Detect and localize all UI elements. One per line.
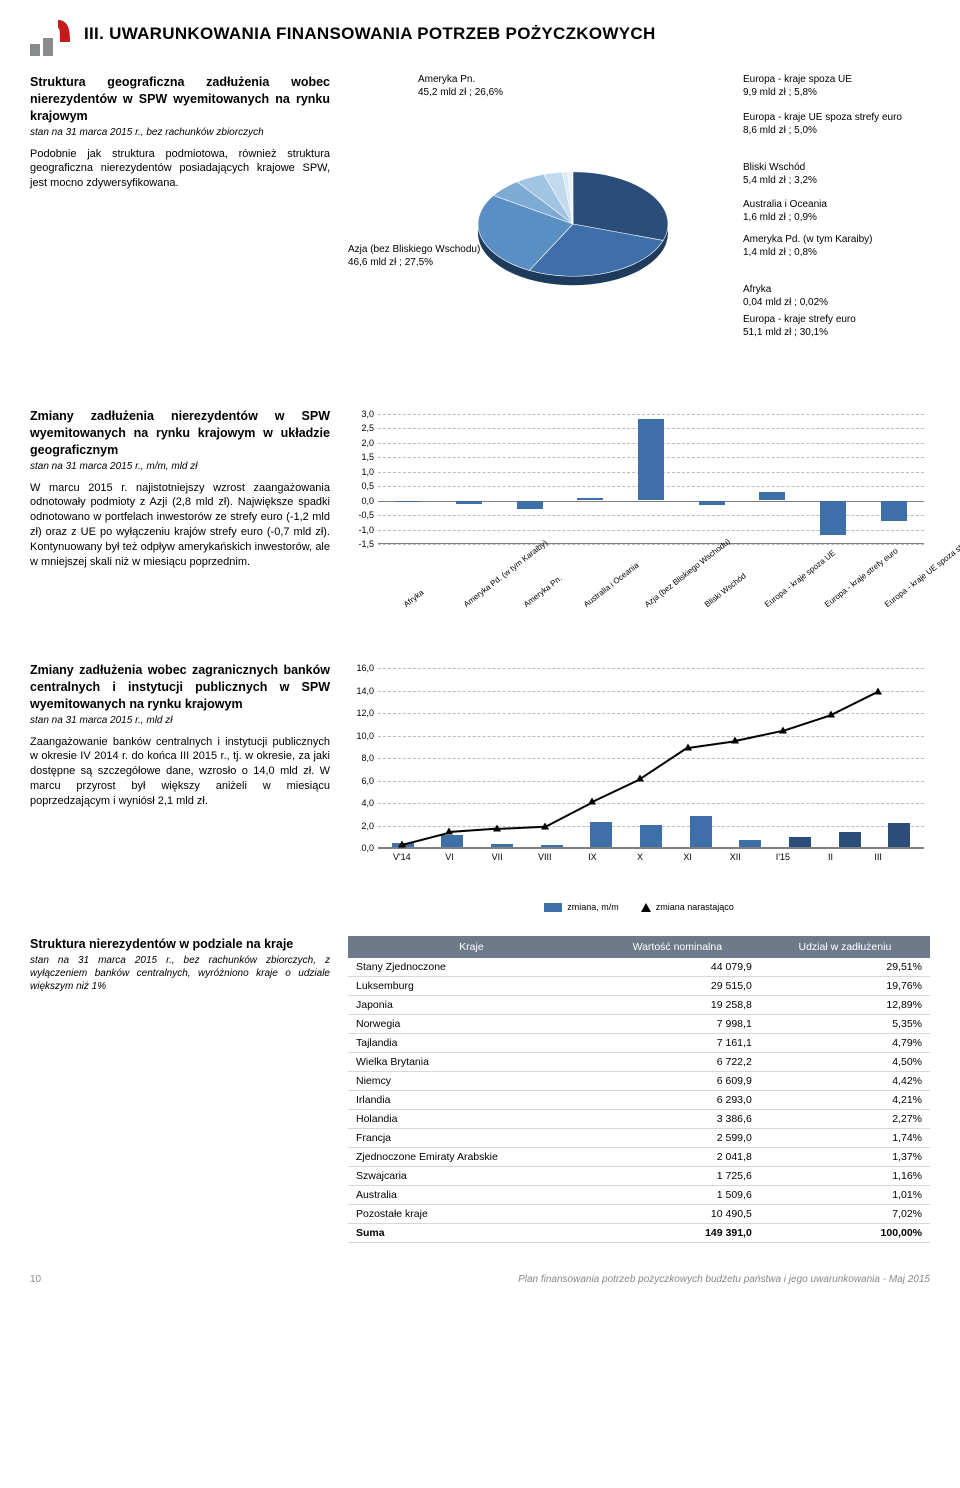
table-row: Francja2 599,01,74%: [348, 1129, 930, 1148]
table-row: Japonia19 258,812,89%: [348, 996, 930, 1015]
table-row: Pozostałe kraje10 490,57,02%: [348, 1205, 930, 1224]
bar-chart-geographic: -1,5-1,0-0,50,00,51,01,52,02,53,0AfrykaA…: [348, 408, 930, 638]
s2-title: Zmiany zadłużenia nierezydentów w SPW wy…: [30, 408, 330, 459]
pie-chart: Europa - kraje strefy euro51,1 mld zł ; …: [348, 74, 930, 384]
s1-title: Struktura geograficzna zadłużenia wobec …: [30, 74, 330, 125]
s4-sub: stan na 31 marca 2015 r., bez rachunków …: [30, 954, 330, 993]
combo-chart-banks: 0,02,04,06,08,010,012,014,016,0V'14VIVII…: [348, 662, 930, 912]
countries-table: KrajeWartość nominalnaUdział w zadłużeni…: [348, 936, 930, 1243]
page-title: III. UWARUNKOWANIA FINANSOWANIA POTRZEB …: [84, 20, 656, 44]
table-header: Wartość nominalna: [595, 936, 760, 958]
table-row: Zjednoczone Emiraty Arabskie2 041,81,37%: [348, 1148, 930, 1167]
logo: [30, 20, 72, 56]
s2-sub: stan na 31 marca 2015 r., m/m, mld zł: [30, 460, 330, 473]
table-row: Luksemburg29 515,019,76%: [348, 977, 930, 996]
section-table: Struktura nierezydentów w podziale na kr…: [30, 936, 930, 1243]
section-bar1: Zmiany zadłużenia nierezydentów w SPW wy…: [30, 408, 930, 638]
pie-label: Ameryka Pd. (w tym Karaiby)1,4 mld zł ; …: [743, 234, 872, 259]
table-row: Irlandia6 293,04,21%: [348, 1091, 930, 1110]
table-row: Australia1 509,61,01%: [348, 1186, 930, 1205]
header: III. UWARUNKOWANIA FINANSOWANIA POTRZEB …: [30, 20, 930, 56]
footer: 10 Plan finansowania potrzeb pożyczkowyc…: [0, 1268, 960, 1295]
table-row: Stany Zjednoczone44 079,929,51%: [348, 958, 930, 977]
s3-sub: stan na 31 marca 2015 r., mld zł: [30, 714, 330, 727]
pie-label: Europa - kraje UE spoza strefy euro8,6 m…: [743, 112, 902, 137]
table-row: Szwajcaria1 725,61,16%: [348, 1167, 930, 1186]
table-row: Tajlandia7 161,14,79%: [348, 1034, 930, 1053]
table-row: Holandia3 386,62,27%: [348, 1110, 930, 1129]
legend-cumulative: zmiana narastająco: [641, 902, 734, 912]
pie-label: Ameryka Pn.45,2 mld zł ; 26,6%: [418, 74, 503, 99]
page-number: 10: [30, 1274, 41, 1285]
footer-text: Plan finansowania potrzeb pożyczkowych b…: [518, 1274, 930, 1285]
pie-label: Europa - kraje spoza UE9,9 mld zł ; 5,8%: [743, 74, 852, 99]
s2-body: W marcu 2015 r. najistotniejszy wzrost z…: [30, 481, 330, 570]
pie-label: Azja (bez Bliskiego Wschodu)46,6 mld zł …: [348, 244, 480, 269]
section-pie: Struktura geograficzna zadłużenia wobec …: [30, 74, 930, 384]
s1-sub: stan na 31 marca 2015 r., bez rachunków …: [30, 126, 330, 139]
table-row: Norwegia7 998,15,35%: [348, 1015, 930, 1034]
s3-body: Zaangażowanie banków centralnych i insty…: [30, 735, 330, 809]
table-row: Wielka Brytania6 722,24,50%: [348, 1053, 930, 1072]
table-sum-row: Suma149 391,0100,00%: [348, 1224, 930, 1243]
section-bar2: Zmiany zadłużenia wobec zagranicznych ba…: [30, 662, 930, 912]
table-header: Kraje: [348, 936, 595, 958]
s4-title: Struktura nierezydentów w podziale na kr…: [30, 936, 330, 953]
legend-monthly: zmiana, m/m: [544, 902, 619, 912]
pie-label: Australia i Oceania1,6 mld zł ; 0,9%: [743, 199, 827, 224]
pie-label: Bliski Wschód5,4 mld zł ; 3,2%: [743, 162, 817, 187]
s3-title: Zmiany zadłużenia wobec zagranicznych ba…: [30, 662, 330, 713]
s1-body: Podobnie jak struktura podmiotowa, równi…: [30, 147, 330, 192]
pie-label: Afryka0,04 mld zł ; 0,02%: [743, 284, 828, 309]
table-row: Niemcy6 609,94,42%: [348, 1072, 930, 1091]
table-header: Udział w zadłużeniu: [760, 936, 930, 958]
pie-label: Europa - kraje strefy euro51,1 mld zł ; …: [743, 314, 856, 339]
